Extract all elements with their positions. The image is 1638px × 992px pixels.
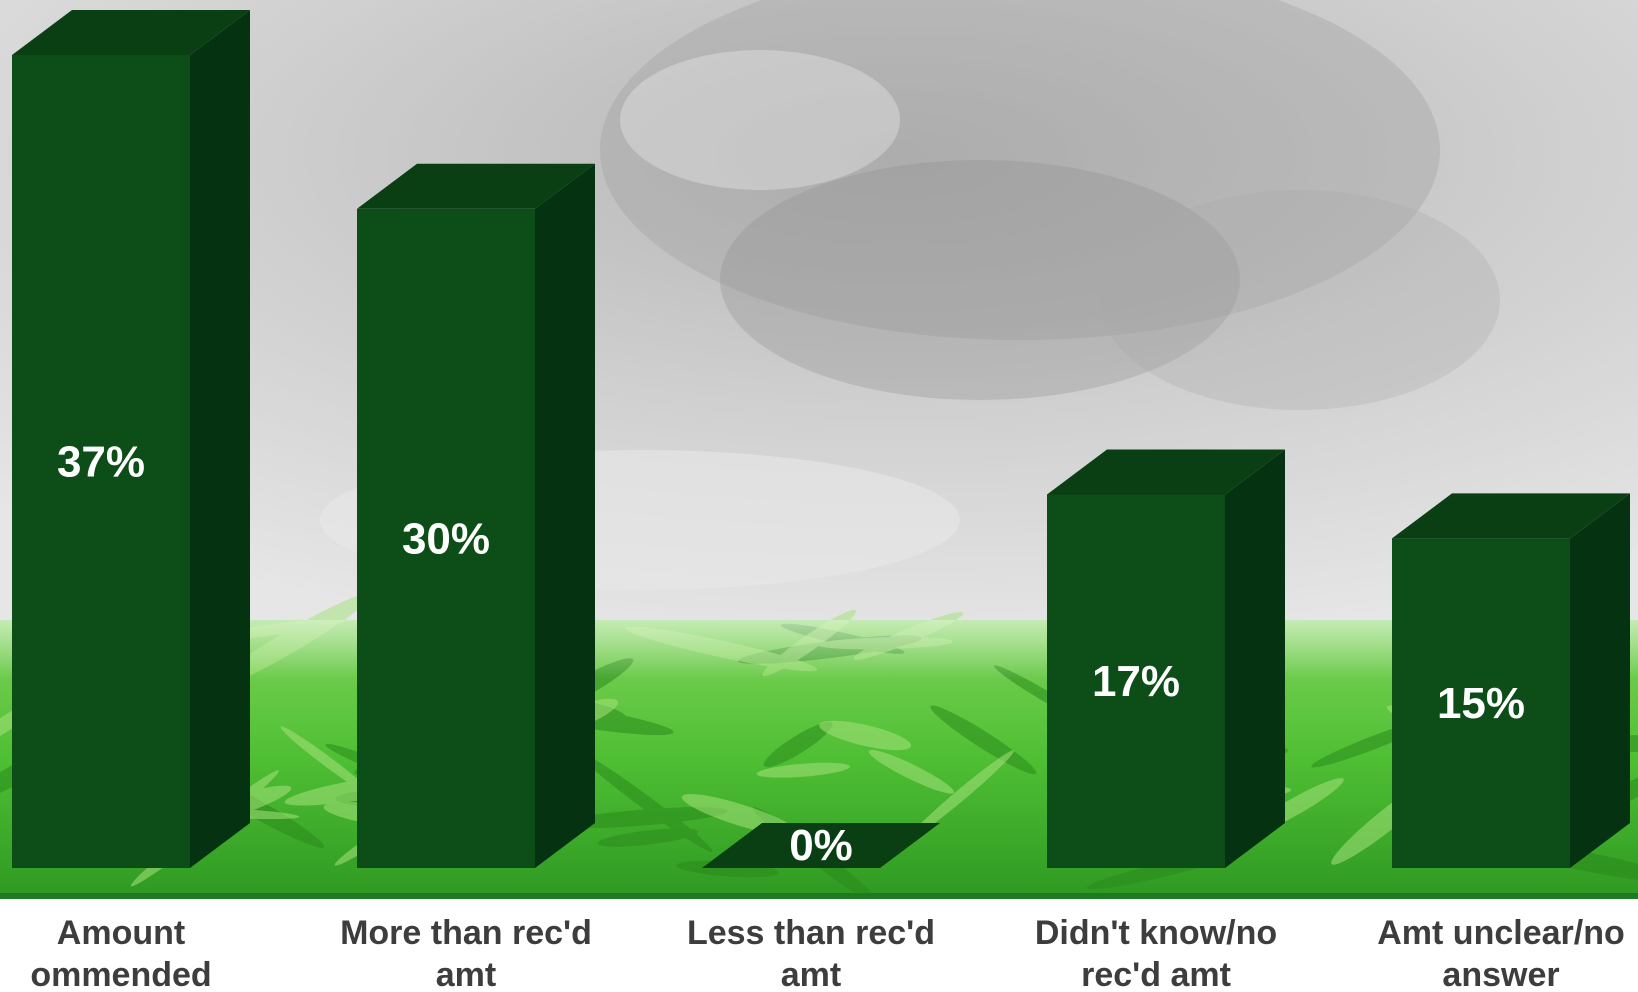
bar-value-label: 15%	[1437, 679, 1525, 728]
value-labels: 37% 30% 0% 17% 15%	[57, 438, 1525, 871]
category-label: rec'd amt	[1081, 956, 1231, 992]
bar-value-label: 17%	[1092, 657, 1180, 706]
bar-front	[357, 208, 535, 869]
bar-top	[12, 10, 250, 55]
leaf-shape	[756, 762, 851, 778]
bar-top	[702, 823, 940, 868]
category-label: Didn't know/no	[1035, 914, 1277, 952]
bar-front	[1392, 538, 1570, 868]
category-label: Less than rec'd	[687, 914, 935, 952]
bar-top	[357, 163, 595, 209]
bar-front	[12, 55, 190, 868]
category-labels: Amount ommended More than rec'd amt Less tha…	[30, 914, 1624, 992]
category-label: ommended	[30, 956, 211, 992]
bar-value-label: 37%	[57, 438, 145, 487]
bar-value-label: 0%	[789, 821, 853, 870]
category-label: amt	[436, 956, 496, 992]
bar	[357, 163, 595, 869]
bar-front	[1047, 494, 1225, 868]
category-label: amt	[781, 956, 841, 992]
bar-side	[535, 163, 595, 869]
bar	[702, 823, 940, 868]
bar-value-label: 30%	[402, 514, 490, 563]
leaf-shape	[819, 720, 912, 751]
leaf-shape	[763, 722, 833, 768]
leaf-shape	[597, 828, 699, 847]
bar-side	[1225, 449, 1285, 868]
leaf-shape	[554, 807, 728, 829]
category-label: More than rec'd	[340, 914, 592, 952]
bar	[12, 10, 250, 868]
bar-top	[1392, 493, 1630, 539]
bar-side	[190, 10, 250, 868]
bar-top	[1047, 449, 1285, 495]
category-label: Amt unclear/no	[1377, 914, 1624, 952]
leaf-shape	[868, 749, 955, 794]
bar-side	[1570, 493, 1630, 868]
bar	[1047, 449, 1285, 868]
bar-series	[12, 10, 1630, 869]
leaf-shape	[907, 750, 1014, 841]
category-label: answer	[1442, 956, 1559, 992]
leaf-shape	[280, 726, 376, 798]
bar	[1392, 493, 1630, 868]
leaf-shape	[576, 751, 713, 852]
category-label: Amount	[57, 914, 185, 952]
